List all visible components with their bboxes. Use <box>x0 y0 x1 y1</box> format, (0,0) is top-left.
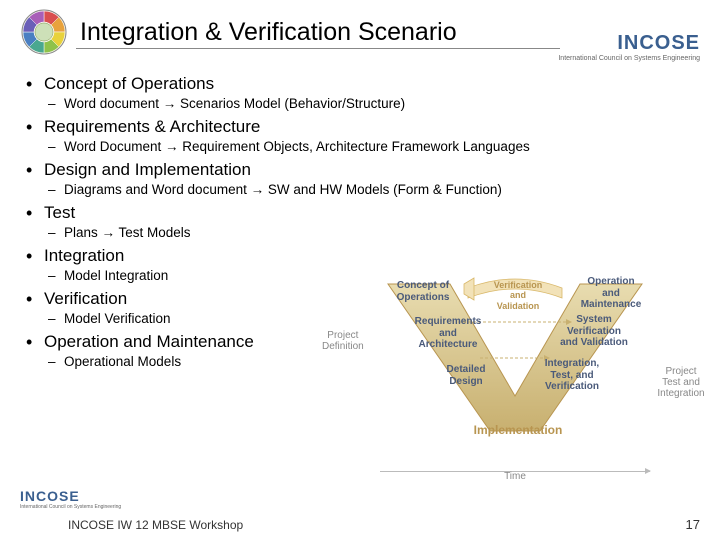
bullet-main: Integration <box>26 246 700 266</box>
v-bottom: Implementation <box>468 424 568 438</box>
v-step: Concept ofOperations <box>390 280 456 303</box>
v-step: RequirementsandArchitecture <box>408 316 488 351</box>
bullet-sub: Word Document → Requirement Objects, Arc… <box>26 139 700 154</box>
bullet-main: Test <box>26 203 700 223</box>
v-right-label: ProjectTest andIntegration <box>652 366 710 399</box>
bullet-main: Requirements & Architecture <box>26 117 700 137</box>
v-model-diagram: ProjectDefinition ProjectTest andIntegra… <box>320 266 710 486</box>
page-number: 17 <box>686 517 700 532</box>
v-step: Integration,Test, andVerification <box>536 358 608 393</box>
footer-text: INCOSE IW 12 MBSE Workshop <box>20 518 243 532</box>
incose-sub: International Council on Systems Enginee… <box>558 55 700 62</box>
v-step: OperationandMaintenance <box>576 276 646 311</box>
v-step: SystemVerificationand Validation <box>556 314 632 349</box>
incose-logo-top: INCOSE International Council on Systems … <box>558 32 700 62</box>
v-left-label: ProjectDefinition <box>322 330 364 352</box>
time-label: Time <box>504 471 526 482</box>
title-rule <box>76 48 560 49</box>
bullet-sub: Plans → Test Models <box>26 225 700 240</box>
bullet-sub: Word document → Scenarios Model (Behavio… <box>26 96 700 111</box>
v-top-arrow-label: VerificationandValidation <box>484 280 552 311</box>
wheel-icon <box>20 8 68 56</box>
bullet-main: Concept of Operations <box>26 74 700 94</box>
bullet-sub: Diagrams and Word document → SW and HW M… <box>26 182 700 197</box>
bullet-main: Design and Implementation <box>26 160 700 180</box>
incose-brand: INCOSE <box>558 32 700 55</box>
v-step: DetailedDesign <box>438 364 494 387</box>
incose-logo-bottom: INCOSE International Council on Systems … <box>20 488 121 510</box>
